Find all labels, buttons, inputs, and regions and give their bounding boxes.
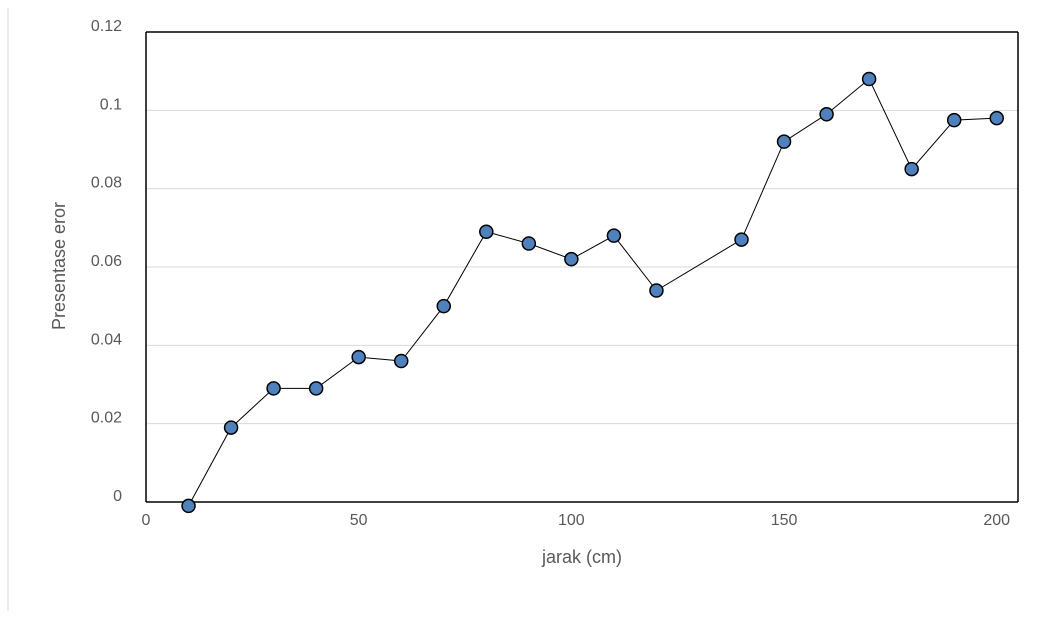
data-point	[521, 236, 537, 251]
x-tick-label: 0	[142, 512, 151, 529]
y-tick-label: 0.08	[91, 175, 122, 192]
y-tick-label: 0.12	[91, 18, 122, 35]
data-point	[734, 232, 749, 247]
data-point	[649, 283, 664, 298]
data-point	[393, 353, 409, 369]
data-point	[904, 161, 919, 177]
data-point	[819, 107, 834, 122]
data-point	[266, 381, 281, 396]
data-point	[606, 228, 622, 243]
data-point	[181, 498, 196, 514]
data-point	[479, 224, 494, 239]
y-tick-label: 0.1	[100, 96, 122, 113]
x-tick-label: 150	[771, 512, 798, 529]
y-tick-label: 0.06	[91, 253, 122, 270]
data-point	[436, 298, 452, 314]
y-axis-title: Presentase eror	[49, 202, 69, 330]
x-tick-label: 50	[350, 512, 368, 529]
data-point	[861, 71, 877, 87]
tick-labels: 0 0.02 0.04 0.06 0.08 0.1 0.12 0 50 100 150 200	[91, 18, 1010, 529]
series	[181, 71, 1004, 514]
x-tick-label: 100	[558, 512, 585, 529]
series-line	[188, 78, 997, 507]
y-tick-label: 0.02	[91, 410, 122, 427]
data-point	[351, 349, 366, 365]
y-tick-label: 0	[113, 488, 122, 505]
data-point	[223, 420, 239, 435]
data-point	[946, 112, 962, 128]
data-point	[776, 134, 792, 149]
data-point	[564, 251, 579, 267]
data-point	[308, 381, 324, 396]
data-point	[989, 110, 1004, 126]
axes	[145, 31, 1019, 503]
y-tick-label: 0.04	[91, 331, 122, 348]
gridlines	[146, 109, 1018, 425]
x-axis-title: jarak (cm)	[541, 547, 622, 567]
x-tick-label: 200	[983, 512, 1010, 529]
